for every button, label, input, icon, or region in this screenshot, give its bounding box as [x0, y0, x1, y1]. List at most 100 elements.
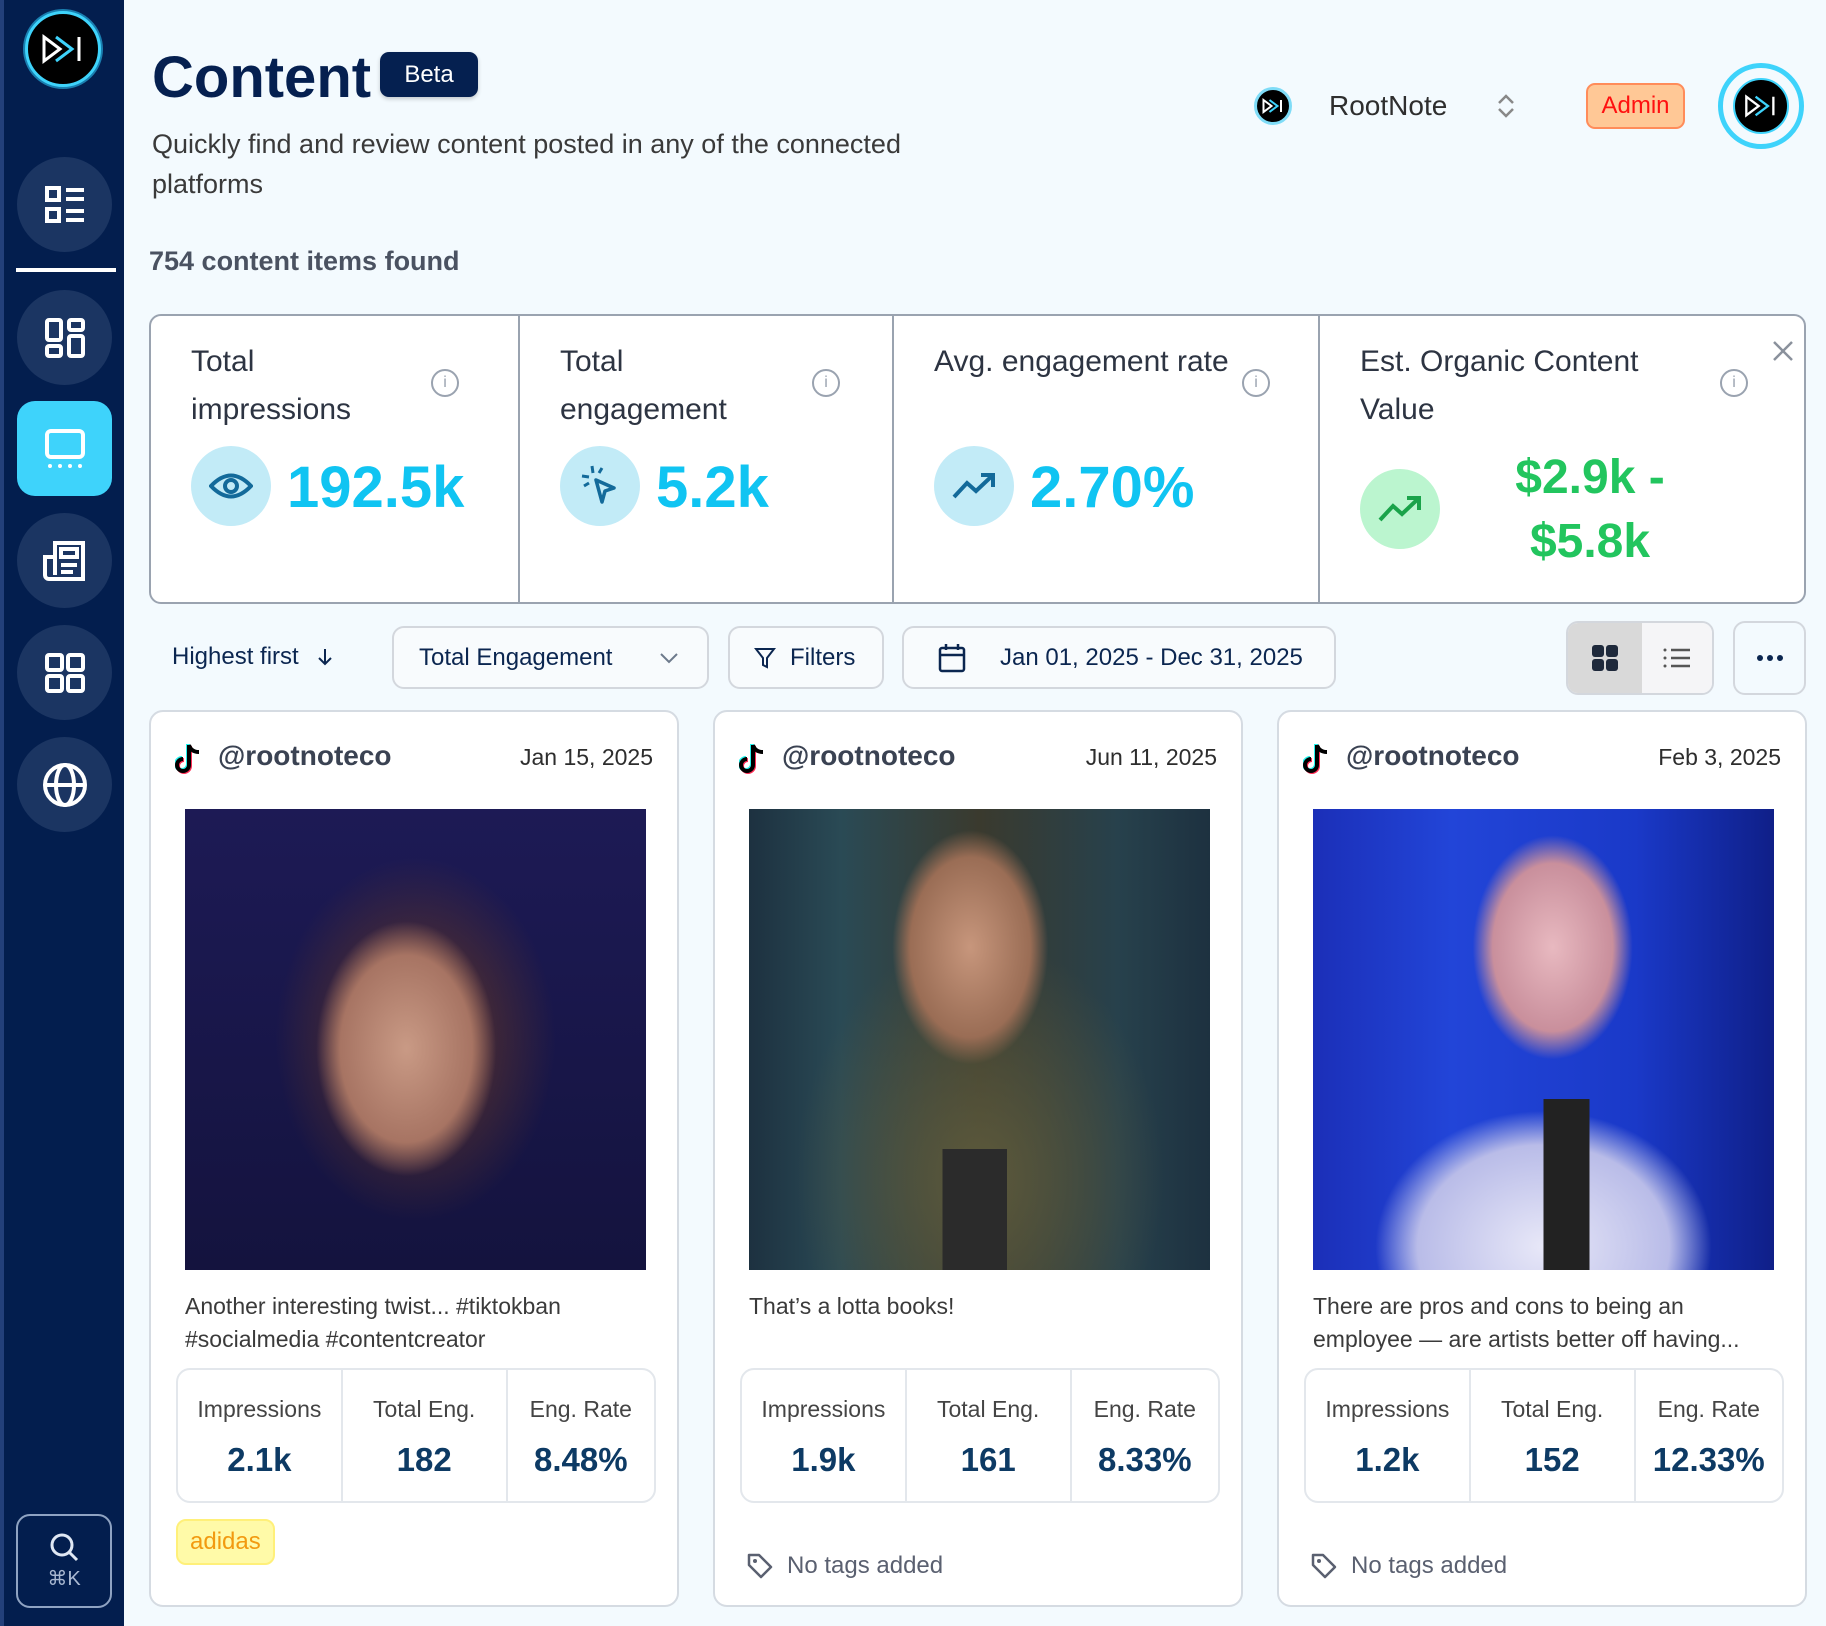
stat-value: 5.2k: [656, 455, 769, 520]
grid-icon: [1592, 645, 1618, 671]
info-icon[interactable]: i: [431, 369, 459, 397]
list-icon: [1663, 648, 1690, 668]
metric-impressions: Impressions 2.1k: [178, 1370, 343, 1501]
sidebar: ⌘K: [0, 0, 124, 1626]
tag-icon: [747, 1553, 773, 1579]
sidebar-item-globe[interactable]: [17, 737, 112, 832]
app-logo[interactable]: [25, 11, 101, 87]
stat-label: Total engagement: [560, 345, 727, 426]
caption-line: Another interesting twist... #tiktokban: [185, 1293, 561, 1319]
globe-icon: [42, 762, 87, 807]
content-card[interactable]: @rootnoteco Jun 11, 2025 That’s a lotta …: [713, 710, 1243, 1607]
workspace-logo[interactable]: [1254, 87, 1292, 125]
filters-button[interactable]: Filters: [728, 626, 884, 689]
no-tags-label: No tags added: [787, 1552, 944, 1579]
caption-line: That’s a lotta books!: [749, 1293, 955, 1319]
sidebar-item-apps[interactable]: [17, 625, 112, 720]
info-icon[interactable]: i: [1242, 369, 1270, 397]
info-icon[interactable]: i: [812, 369, 840, 397]
no-tags: No tags added: [747, 1552, 943, 1580]
stat-value: $2.9k - $5.8k: [1515, 451, 1665, 568]
eye-icon: [191, 446, 271, 526]
sidebar-item-content[interactable]: [17, 401, 112, 496]
sidebar-item-dashboard[interactable]: [17, 290, 112, 385]
post-thumbnail[interactable]: [185, 809, 646, 1270]
tiktok-icon: [739, 744, 764, 774]
page-subtitle: Quickly find and review content posted i…: [152, 129, 901, 199]
newspaper-icon: [42, 540, 85, 581]
stat-total-impressions: Total impressions i 192.5k: [151, 316, 520, 602]
date-range-value: Jan 01, 2025 - Dec 31, 2025: [1000, 643, 1303, 671]
search-shortcut: ⌘K: [47, 1567, 81, 1590]
calendar-icon: [938, 643, 966, 672]
close-icon[interactable]: [1772, 340, 1794, 362]
metric-label: Eng. Rate: [1093, 1396, 1196, 1422]
dashboard-icon: [44, 317, 85, 358]
sidebar-item-newspaper[interactable]: [17, 513, 112, 608]
arrow-down-icon: [317, 649, 332, 666]
metric-label: Impressions: [197, 1396, 322, 1422]
post-thumbnail[interactable]: [749, 809, 1210, 1270]
role-badge: Admin: [1586, 83, 1685, 129]
metric-eng-rate: Eng. Rate 8.48%: [508, 1370, 654, 1501]
sidebar-item-list[interactable]: [17, 157, 112, 252]
metric-value: 182: [396, 1441, 452, 1478]
content-card[interactable]: @rootnoteco Feb 3, 2025 There are pros a…: [1277, 710, 1807, 1607]
more-horizontal-icon: [1756, 655, 1783, 661]
metric-label: Impressions: [1325, 1396, 1450, 1422]
post-metrics: Impressions 1.9k Total Eng. 161 Eng. Rate 8…: [740, 1368, 1220, 1503]
content-card[interactable]: @rootnoteco Jan 15, 2025 Another interes…: [149, 710, 679, 1607]
metric-value: 1.2k: [1355, 1441, 1420, 1478]
sort-order-button[interactable]: Highest first: [172, 643, 333, 671]
metric-label: Impressions: [761, 1396, 886, 1422]
date-range-picker[interactable]: Jan 01, 2025 - Dec 31, 2025: [902, 626, 1336, 689]
search-icon: [50, 1533, 79, 1561]
user-avatar[interactable]: [1718, 63, 1804, 149]
stat-value: 2.70%: [1030, 455, 1195, 520]
stat-value: 192.5k: [287, 455, 465, 520]
metric-value: 161: [960, 1441, 1016, 1478]
click-icon: [560, 446, 640, 526]
stat-avg-engagement-rate: Avg. engagement rate i 2.70%: [894, 316, 1320, 602]
no-tags-label: No tags added: [1351, 1552, 1508, 1579]
list-view-button[interactable]: [1642, 623, 1712, 693]
metric-impressions: Impressions 1.2k: [1306, 1370, 1471, 1501]
metric-label: Total Eng.: [1501, 1396, 1604, 1422]
account-handle[interactable]: @rootnoteco: [1346, 740, 1520, 771]
account-handle[interactable]: @rootnoteco: [218, 740, 392, 771]
page-title: Content: [152, 45, 372, 110]
metric-value: 8.48%: [533, 1441, 628, 1478]
account-handle[interactable]: @rootnoteco: [782, 740, 956, 771]
metric-eng-rate: Eng. Rate 12.33%: [1636, 1370, 1782, 1501]
more-options-button[interactable]: [1733, 621, 1806, 695]
play-forward-icon: [42, 34, 81, 64]
chevron-up-down-icon[interactable]: [1496, 92, 1516, 120]
tag-chip[interactable]: adidas: [176, 1519, 275, 1565]
info-icon[interactable]: i: [1720, 369, 1748, 397]
post-thumbnail[interactable]: [1313, 809, 1774, 1270]
post-date: Jan 15, 2025: [519, 744, 653, 770]
tiktok-icon: [175, 744, 200, 774]
post-date: Jun 11, 2025: [1085, 744, 1217, 770]
sidebar-divider: [16, 268, 116, 272]
tiktok-icon: [1303, 744, 1328, 774]
trending-up-icon: [934, 446, 1014, 526]
post-metrics: Impressions 1.2k Total Eng. 152 Eng. Rate 1…: [1304, 1368, 1784, 1503]
trending-up-icon: [1360, 469, 1440, 549]
metric-value: 1.9k: [791, 1441, 856, 1478]
sort-metric-select[interactable]: Total Engagement: [392, 626, 709, 689]
metric-total-eng: Total Eng. 161: [907, 1370, 1072, 1501]
metric-total-eng: Total Eng. 182: [343, 1370, 508, 1501]
play-forward-icon: [1262, 98, 1282, 114]
workspace-selector[interactable]: RootNote: [1329, 90, 1448, 121]
search-button[interactable]: ⌘K: [16, 1514, 112, 1608]
metric-impressions: Impressions 1.9k: [742, 1370, 907, 1501]
post-caption: Another interesting twist... #tiktokban #…: [185, 1290, 655, 1356]
metric-label: Total Eng.: [937, 1396, 1040, 1422]
apps-icon: [44, 652, 85, 693]
caption-line: #socialmedia #contentcreator: [185, 1326, 486, 1352]
metric-label: Eng. Rate: [529, 1396, 632, 1422]
play-forward-icon: [1745, 94, 1775, 118]
grid-view-button[interactable]: [1568, 623, 1642, 693]
list-icon: [44, 185, 84, 223]
